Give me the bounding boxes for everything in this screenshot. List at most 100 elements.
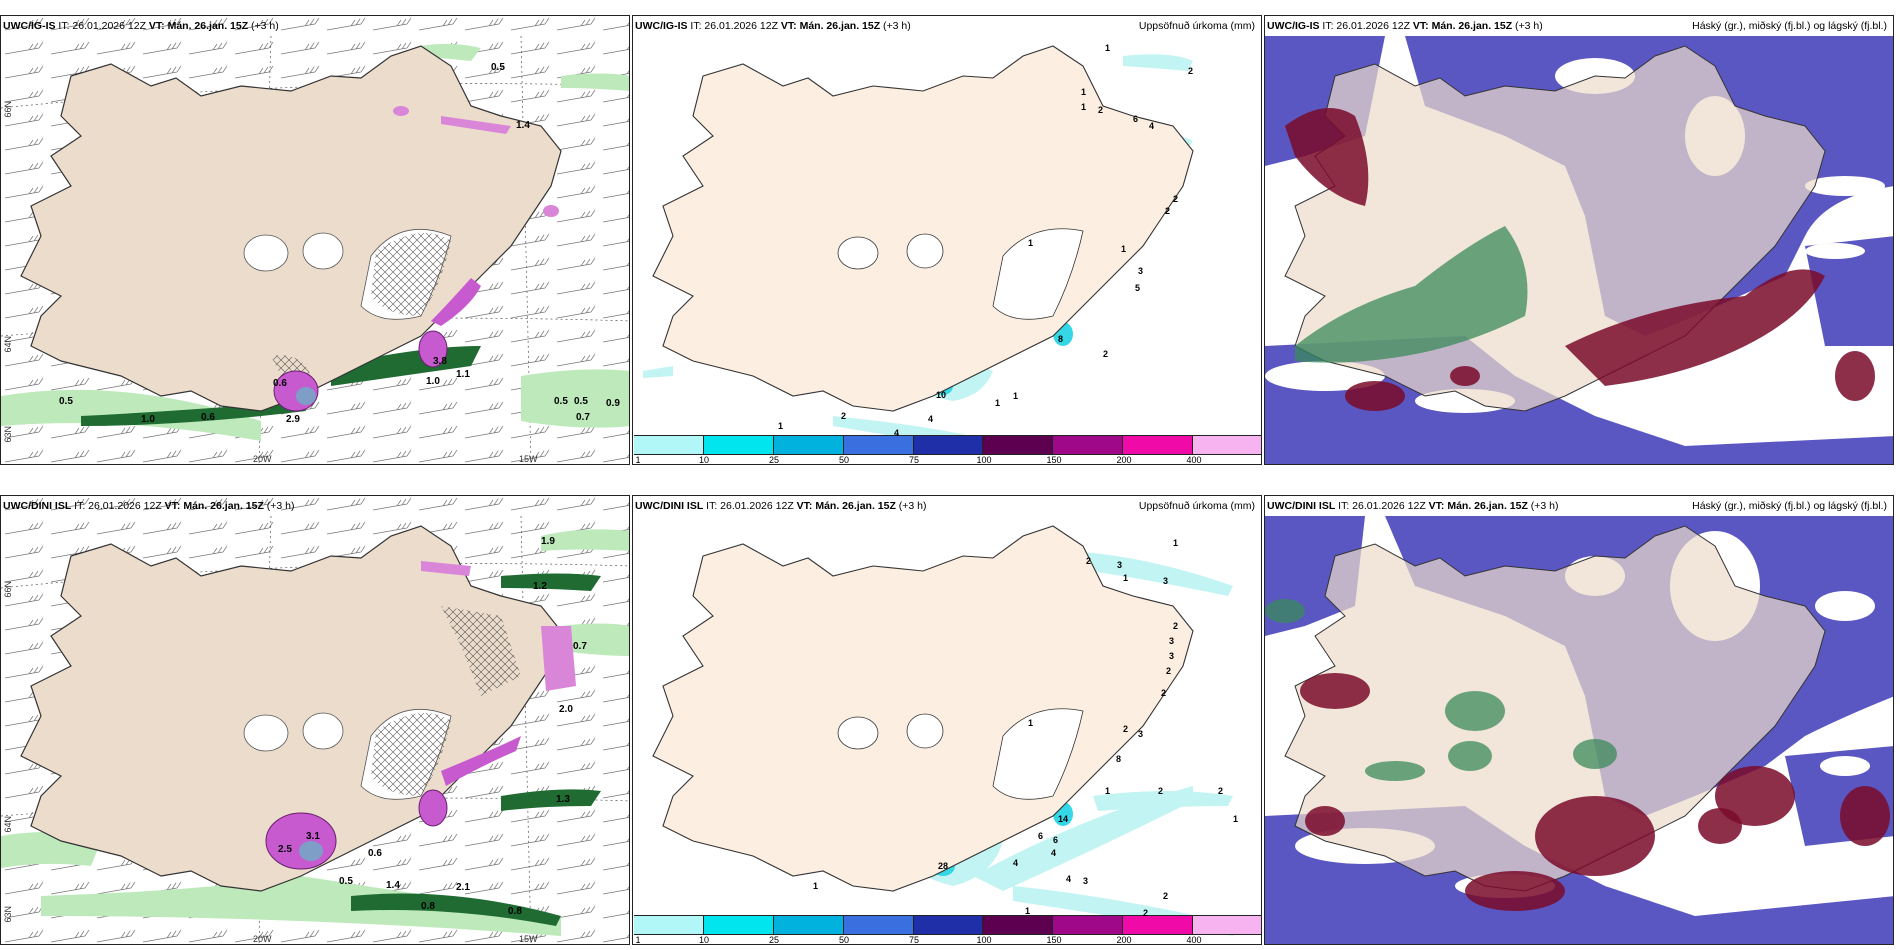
precip-value: 1 <box>1121 244 1127 254</box>
cloud-map-panel-bottom: UWC/DINI ISL IT: 26.01.2026 12Z VT: Mán.… <box>1264 495 1894 945</box>
contour-value: 0.8 <box>421 901 435 912</box>
valid-time-label: VT: <box>148 20 165 32</box>
precip-value: 1 <box>778 421 784 431</box>
precip-value: 4 <box>1066 874 1072 884</box>
contour-value: 0.7 <box>573 641 587 652</box>
precip-value: 2 <box>1173 194 1179 204</box>
panel-title: Háský (gr.), miðský (fj.bl.) og lágský (… <box>1692 20 1887 32</box>
precip-value: 3 <box>1163 576 1169 586</box>
lon-label-20w: 20W <box>253 454 272 464</box>
colorbar-cell <box>703 436 774 454</box>
precip-value: 1 <box>1025 906 1031 916</box>
model-name: UWC/IG-IS <box>635 20 688 32</box>
precip-value: 2 <box>841 411 847 421</box>
iceland-land <box>652 525 1194 892</box>
precip-value: 2 <box>1188 66 1194 76</box>
precip-value: 2 <box>1166 666 1172 676</box>
lead-time: (+3 h) <box>251 20 279 32</box>
precip-value: 4 <box>928 414 934 424</box>
lead-time: (+3 h) <box>1515 20 1543 32</box>
precip-value: 1 <box>1081 87 1087 97</box>
valid-time: Mán. 26.jan. 15Z <box>815 500 896 512</box>
precip-value: 4 <box>1013 858 1019 868</box>
model-name: UWC/DINI ISL <box>635 500 704 512</box>
colorbar-cell <box>1193 916 1261 934</box>
colorbar-tick: 400 <box>1186 455 1202 465</box>
low-cloud-areas <box>1285 108 1875 411</box>
colorbar-tick: 150 <box>1046 935 1062 945</box>
precip-value: 5 <box>1135 283 1141 293</box>
lat-label-66n: 66N <box>3 101 13 118</box>
lat-label-64n: 64N <box>3 336 13 353</box>
lat-label-64n: 64N <box>3 816 13 833</box>
colorbar-tick: 1 <box>635 455 641 465</box>
panel-title: Uppsöfnuð úrkoma (mm) <box>1138 20 1255 32</box>
accumulated-precip-map <box>643 45 1194 451</box>
iceland-land <box>652 45 1194 412</box>
precip-map-panel-bottom: UWC/DINI ISL IT: 26.01.2026 12Z VT: Mán.… <box>632 495 1262 945</box>
valid-time: Mán. 26.jan. 15Z <box>799 20 881 32</box>
precip-value: 2 <box>1123 724 1129 734</box>
precip-value: 4 <box>894 428 900 438</box>
contour-value: 0.5 <box>574 396 588 407</box>
precip-value: 1 <box>1233 814 1239 824</box>
colorbar-cell <box>1053 916 1124 934</box>
contour-value: 2.5 <box>278 844 292 855</box>
precip-colorbar: 1 10 25 50 75 100 150 200 400 <box>634 915 1261 945</box>
precip-value: 10 <box>936 390 947 400</box>
colorbar-tick: 50 <box>838 935 850 945</box>
cloud-map-panel-top: UWC/IG-IS IT: 26.01.2026 12Z VT: Mán. 26… <box>1264 15 1894 465</box>
accumulated-precip-map <box>652 525 1243 936</box>
contour-value: 2.1 <box>456 882 470 893</box>
precip-value: 1 <box>1173 538 1179 548</box>
colorbar-cells <box>634 435 1261 455</box>
precip-value: 1 <box>813 881 819 891</box>
colorbar-cell <box>843 916 914 934</box>
precip-value: 6 <box>1038 831 1044 841</box>
precip-value: 2 <box>1218 786 1224 796</box>
contour-value: 1.0 <box>141 414 155 425</box>
init-time: IT: 26.01.2026 12Z <box>1322 20 1410 32</box>
lat-label-63n: 63N <box>3 906 13 923</box>
valid-time-label: VT: <box>780 20 797 32</box>
valid-time-label: VT: <box>1412 20 1429 32</box>
precip-value: 2 <box>1161 688 1167 698</box>
contour-value: 0.5 <box>339 876 353 887</box>
precip-value: 1 <box>1123 573 1129 583</box>
contour-value: 1.9 <box>541 536 555 547</box>
colorbar-tick: 75 <box>908 935 920 945</box>
model-name: UWC/IG-IS <box>3 20 56 32</box>
cloud-cover-map <box>1265 36 1893 464</box>
contour-value: 0.6 <box>368 848 382 859</box>
contour-value: 1.2 <box>533 581 547 592</box>
lat-label-63n: 63N <box>3 426 13 443</box>
precip-value: 3 <box>1169 651 1175 661</box>
contour-value: 0.5 <box>554 396 568 407</box>
iceland-land <box>1284 525 1826 892</box>
colorbar-cell <box>1053 436 1124 454</box>
precip-value: 2 <box>1103 349 1109 359</box>
low-cloud-areas <box>1300 673 1890 911</box>
valid-time: Mán. 26.jan. 15Z <box>1431 20 1513 32</box>
precip-value: 1 <box>1028 238 1034 248</box>
lat-label-66n: 66N <box>3 581 13 598</box>
colorbar-cell <box>1123 916 1194 934</box>
init-time: IT: 26.01.2026 12Z <box>1338 500 1426 512</box>
colorbar-cell <box>634 916 704 934</box>
contour-value: 0.8 <box>508 906 522 917</box>
precip-value: 1 <box>1081 102 1087 112</box>
wind-map-panel-bottom: UWC/DINI ISL IT: 26.01.2026 12Z VT: Mán.… <box>0 495 630 945</box>
precip-value: 8 <box>1116 754 1122 764</box>
precip-value: 1 <box>1013 391 1019 401</box>
glaciers <box>837 228 1084 320</box>
panel-title: Uppsöfnuð úrkoma (mm) <box>1138 500 1255 512</box>
precip-value: 1 <box>1105 43 1111 53</box>
contour-value: 0.5 <box>59 396 73 407</box>
valid-time: Mán. 26.jan. 15Z <box>183 500 264 512</box>
contour-value: 0.6 <box>273 378 287 389</box>
contour-value: 2.0 <box>559 704 573 715</box>
colorbar-cell <box>1123 436 1194 454</box>
contour-value: 1.1 <box>456 369 470 380</box>
colorbar-tick: 400 <box>1186 935 1202 945</box>
panel-title: Háský (gr.), miðský (fj.bl.) og lágský (… <box>1692 500 1887 512</box>
